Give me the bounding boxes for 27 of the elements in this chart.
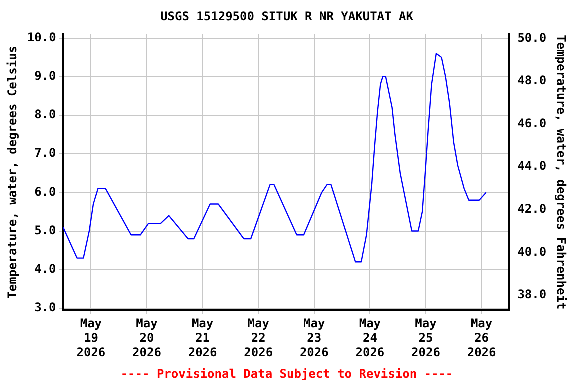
y2-axis-title: Temperature, water, degrees Fahrenheit	[554, 35, 569, 310]
y-tick-label: 10.0	[27, 30, 56, 44]
y-tick-label: 3.0	[34, 300, 56, 315]
text: ---- Provisional Data Subject to Revision ----	[120, 366, 454, 381]
y2-tick-label: 40.0	[518, 244, 547, 259]
y-axis-title: Temperature, water, degrees Celsius	[5, 46, 20, 299]
y2-tick-label: 42.0	[518, 202, 547, 216]
x-tick-label: May 24 2026	[356, 316, 385, 360]
chart-title: USGS 15129500 SITUK R NR YAKUTAT AK	[160, 9, 414, 24]
y2-tick-label: 46.0	[518, 116, 547, 130]
y-tick-label: 8.0	[34, 108, 56, 122]
x-tick-label: May 19 2026	[76, 316, 106, 360]
x-tick-label: May 20 2026	[132, 316, 162, 360]
x-tick-label: May 25 2026	[412, 316, 440, 360]
y-tick-label: 5.0	[34, 223, 56, 238]
y2-tick-label: 48.0	[518, 74, 547, 88]
y2-tick-label: 38.0	[518, 288, 547, 302]
x-tick-label: May 22 2026	[244, 316, 274, 360]
y-tick-label: 7.0	[34, 146, 56, 160]
y2-tick-label: 50.0	[518, 30, 547, 45]
x-tick-label: May 23 2026	[300, 316, 329, 360]
y-tick-label: 6.0	[34, 184, 56, 199]
x-tick-label: May 26 2026	[467, 316, 496, 360]
y-tick-label: 4.0	[34, 262, 56, 276]
y-tick-label: 9.0	[34, 68, 56, 83]
x-tick-label: May 21 2026	[188, 316, 218, 360]
y2-tick-label: 44.0	[518, 159, 547, 174]
